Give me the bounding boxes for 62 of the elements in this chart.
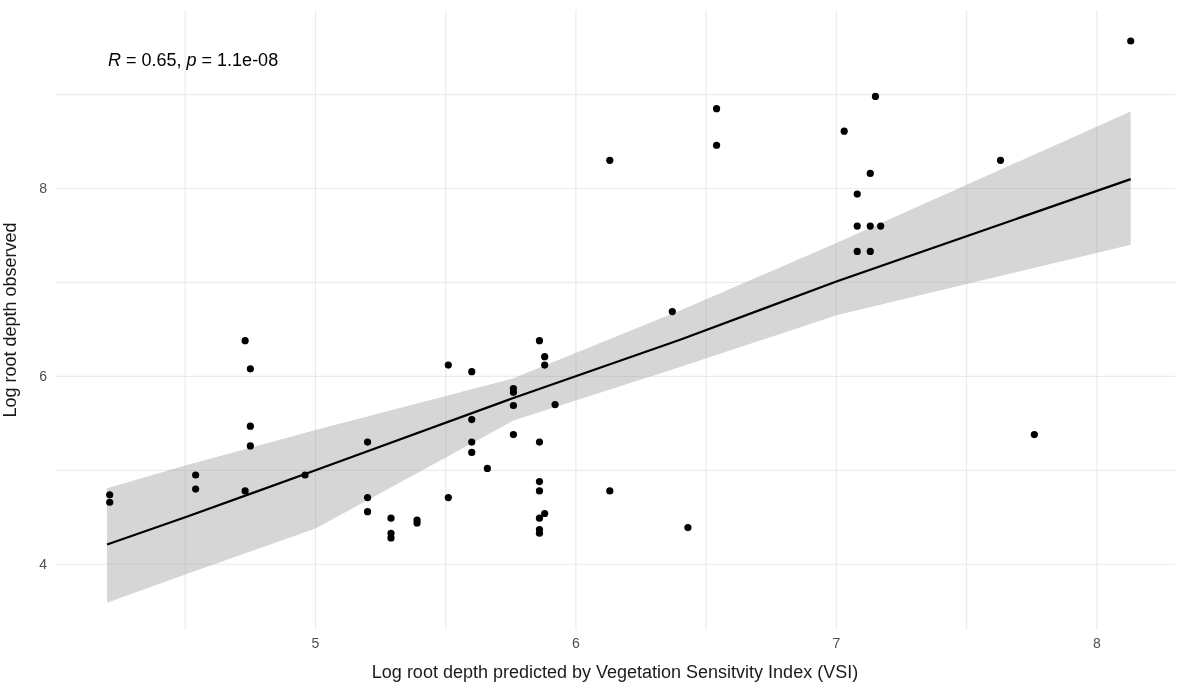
point: [840, 127, 848, 135]
point: [541, 509, 549, 518]
point: [535, 477, 544, 486]
point: [192, 471, 200, 479]
point: [387, 514, 395, 522]
point: [866, 222, 874, 230]
point: [1030, 431, 1038, 439]
y-tick-label: 8: [39, 180, 48, 197]
point: [468, 415, 476, 424]
point: [106, 491, 114, 499]
point: [468, 448, 476, 457]
x-tick-label: 5: [311, 634, 320, 651]
x-tick-label: 8: [1092, 634, 1101, 651]
point: [541, 353, 549, 361]
point: [853, 190, 861, 198]
point: [246, 422, 254, 430]
point: [535, 337, 544, 345]
point: [246, 365, 254, 373]
point: [668, 307, 676, 316]
point: [535, 487, 544, 495]
point: [541, 361, 549, 369]
point: [551, 400, 559, 409]
x-axis-title: Log root depth predicted by Vegetation Sensitvity Index (VSI): [371, 662, 859, 682]
point: [509, 431, 518, 439]
point: [712, 141, 721, 149]
x-tick-label: 6: [572, 634, 581, 651]
line-series: [105, 177, 1132, 546]
point: [684, 524, 692, 532]
y-tick-label: 4: [39, 556, 48, 573]
point: [444, 493, 452, 502]
point: [468, 438, 476, 446]
point: [1127, 37, 1135, 45]
point: [363, 493, 372, 502]
y-axis-title: Log root depth observed: [0, 222, 21, 418]
point: [241, 337, 249, 345]
point: [871, 92, 880, 101]
point: [509, 401, 518, 410]
y-tick-label: 6: [39, 368, 48, 385]
point: [535, 438, 544, 446]
point: [535, 514, 544, 522]
point: [877, 222, 885, 230]
point: [606, 156, 614, 164]
point: [866, 169, 874, 178]
point: [483, 464, 491, 473]
point: [387, 534, 395, 542]
point: [192, 485, 200, 493]
point: [866, 247, 874, 256]
point: [468, 368, 476, 376]
point: [712, 105, 721, 113]
point: [301, 471, 309, 479]
point: [853, 222, 861, 230]
point: [363, 508, 372, 516]
x-tick-label: 7: [832, 634, 841, 651]
point: [606, 487, 614, 495]
point: [241, 487, 249, 495]
point: [106, 498, 114, 506]
point: [246, 442, 254, 450]
point: [444, 361, 452, 369]
annotation: R = 0.65, p = 1.1e-08: [108, 50, 279, 70]
point: [853, 247, 861, 256]
point: [996, 156, 1005, 164]
point: [363, 438, 372, 446]
